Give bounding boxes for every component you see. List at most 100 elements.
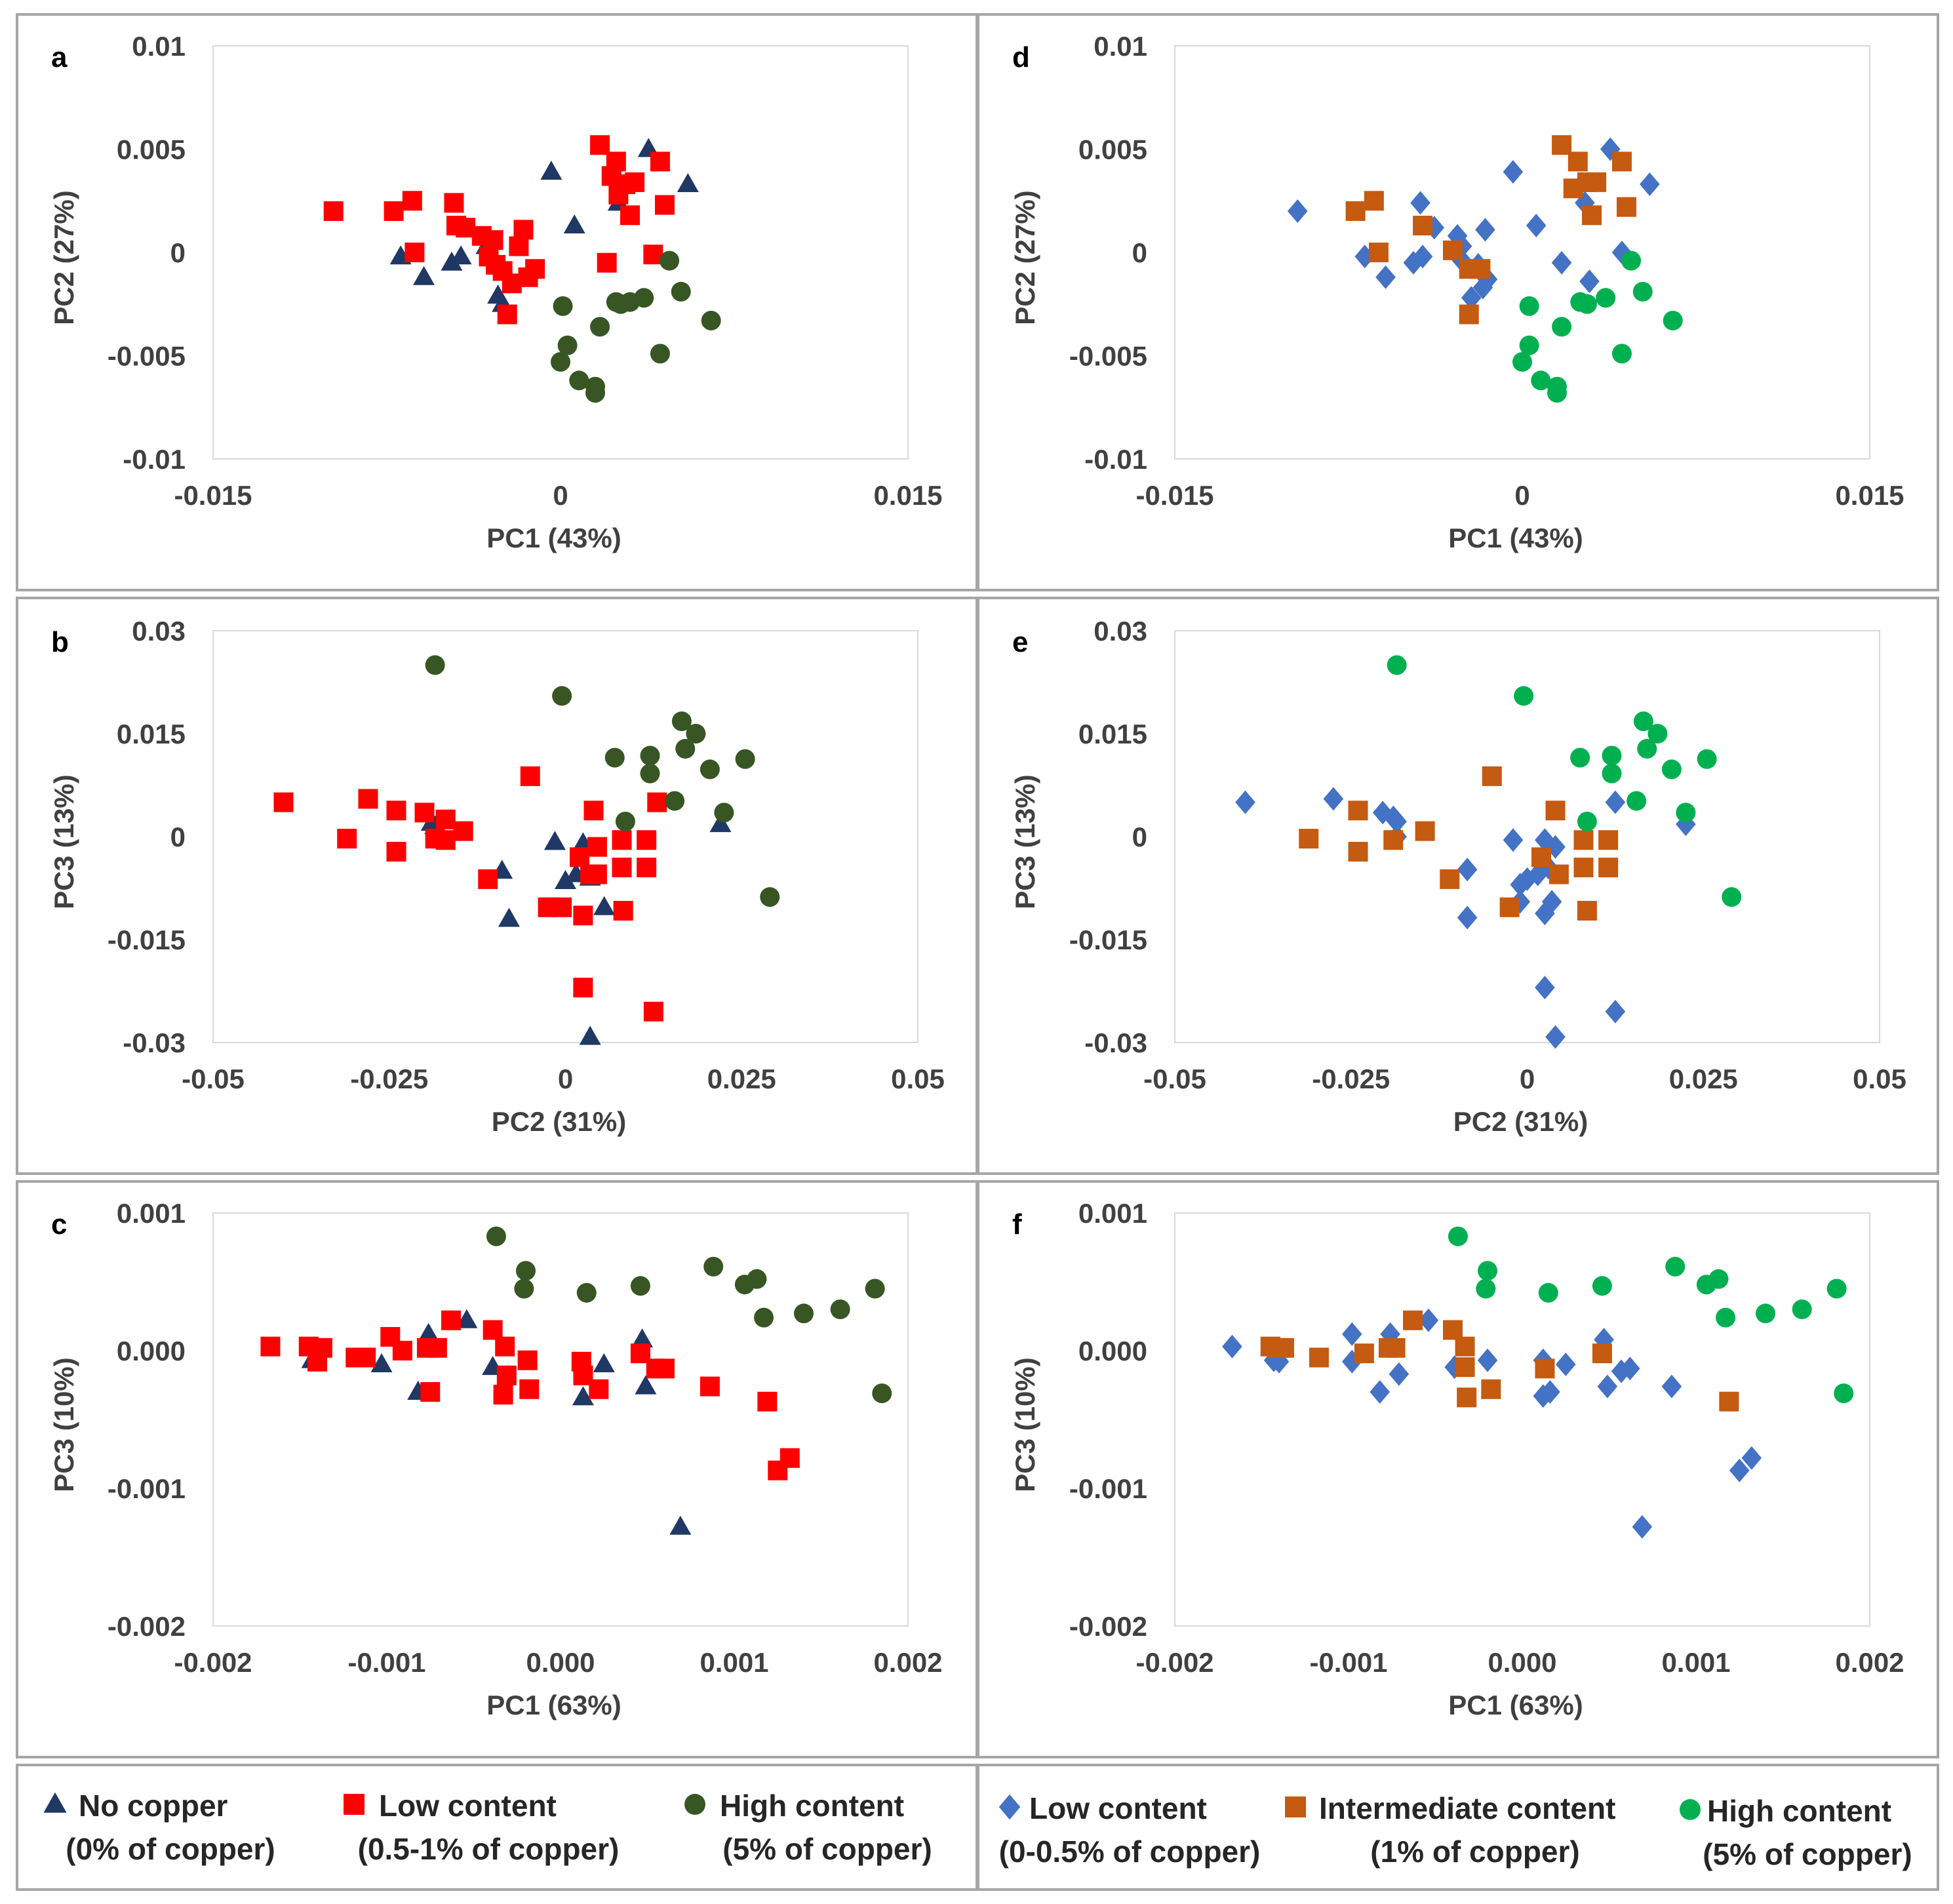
data-point-circle — [1756, 1303, 1775, 1324]
panel-c: -0.002 -0.001 0.000 0.001 -0.002 -0.001 0.000 0… — [16, 1180, 978, 1758]
data-point-circle — [634, 288, 654, 308]
y-tick-label: 0.000 — [117, 1336, 186, 1366]
series-low-content — [1235, 787, 1696, 1049]
data-point-square — [1385, 1338, 1406, 1358]
data-point-circle — [1531, 370, 1551, 391]
series-high-content — [1387, 655, 1742, 907]
data-point-square — [1274, 1338, 1294, 1358]
legend-marker-square — [1285, 1796, 1306, 1817]
data-point-circle — [830, 1299, 850, 1319]
data-point-triangle — [498, 907, 520, 927]
legend-item-left-high: High content (5% of copper) — [684, 1789, 932, 1866]
data-point-square — [1587, 172, 1607, 192]
y-tick-label: 0.01 — [1094, 31, 1147, 62]
x-axis-title: PC1 (63%) — [1448, 1690, 1583, 1720]
y-tick-label: -0.03 — [123, 1027, 186, 1058]
data-point-circle — [794, 1303, 814, 1324]
legend-item-right-intermediate: Intermediate content (1% of copper) — [1285, 1791, 1615, 1869]
data-point-circle — [872, 1383, 892, 1404]
data-point-circle — [1627, 791, 1647, 811]
data-point-square — [1364, 191, 1384, 211]
data-point-circle — [660, 250, 680, 271]
y-tick-label: -0.01 — [1084, 444, 1147, 475]
data-point-circle — [516, 1261, 536, 1281]
data-point-circle — [1512, 351, 1532, 372]
data-point-square — [496, 1365, 517, 1385]
data-point-triangle — [441, 251, 463, 271]
y-tick-label: 0.03 — [1094, 616, 1147, 646]
data-point-diamond — [1475, 218, 1495, 242]
x-tick-label: -0.015 — [174, 480, 252, 511]
x-tick-label: 0.001 — [1661, 1647, 1730, 1678]
data-point-square — [1348, 842, 1368, 862]
y-tick-label: -0.015 — [108, 924, 186, 955]
series-intermediate-content — [1345, 135, 1636, 325]
series-intermediate-content — [1299, 766, 1619, 921]
data-point-square — [1582, 205, 1602, 226]
panel-frame — [977, 13, 1939, 591]
data-point-circle — [1663, 310, 1683, 330]
data-point-square — [1413, 216, 1433, 236]
data-point-square — [1482, 766, 1502, 786]
data-point-diamond — [1389, 1362, 1410, 1386]
data-point-square — [1598, 830, 1619, 850]
data-point-diamond — [1555, 1353, 1576, 1376]
data-point-triangle — [555, 869, 576, 890]
panel-letter: a — [51, 41, 68, 73]
data-point-circle — [714, 803, 734, 823]
data-point-diamond — [1594, 1328, 1614, 1352]
data-point-circle — [1538, 1282, 1558, 1303]
data-point-square — [587, 837, 607, 857]
legend-label: Low content — [1029, 1791, 1207, 1825]
data-point-diamond — [1611, 241, 1632, 264]
data-point-circle — [865, 1279, 885, 1299]
data-point-circle — [1647, 724, 1668, 744]
legend-label: Intermediate content — [1319, 1791, 1615, 1825]
data-point-diamond — [1632, 1515, 1653, 1539]
x-tick-label: 0.000 — [1488, 1647, 1556, 1678]
x-tick-label: 0 — [553, 480, 568, 511]
data-point-square — [620, 205, 640, 226]
data-point-square — [1403, 1310, 1423, 1330]
data-point-square — [435, 830, 456, 850]
data-point-diamond — [1457, 858, 1478, 882]
data-point-square — [493, 1385, 513, 1405]
data-point-square — [1545, 801, 1566, 821]
data-point-triangle — [593, 896, 616, 915]
data-point-circle — [665, 791, 685, 811]
data-point-square — [613, 901, 633, 921]
data-point-square — [520, 766, 540, 786]
legend-item-right-high: High content (5% of copper) — [1680, 1794, 1912, 1871]
x-tick-label: -0.05 — [182, 1063, 245, 1094]
legend-item-left-low: Low content (0.5-1% of copper) — [344, 1789, 619, 1866]
data-point-diamond — [1472, 275, 1493, 300]
data-point-circle — [553, 296, 573, 316]
data-point-square — [384, 201, 404, 221]
x-tick-label: 0.000 — [526, 1647, 595, 1678]
data-point-square — [1440, 869, 1460, 889]
series-intermediate-content — [1260, 1310, 1739, 1412]
data-point-square — [483, 1320, 503, 1340]
x-tick-label: 0.05 — [1853, 1063, 1906, 1094]
data-point-triangle — [669, 1515, 692, 1535]
y-tick-label: 0.001 — [117, 1198, 186, 1229]
data-point-square — [420, 1382, 441, 1402]
data-point-square — [312, 1338, 332, 1358]
data-point-square — [478, 869, 498, 889]
y-tick-label: 0.005 — [117, 134, 186, 165]
data-point-diamond — [1661, 1374, 1682, 1398]
panel-letter: b — [51, 626, 69, 658]
data-point-circle — [1621, 250, 1642, 271]
data-point-circle — [1611, 344, 1632, 364]
data-point-square — [1549, 864, 1569, 884]
plot-area — [1174, 45, 1870, 460]
data-point-circle — [1596, 288, 1616, 308]
data-point-diamond — [1640, 172, 1660, 197]
data-point-diamond — [1545, 1025, 1566, 1049]
legend-marker-circle — [1680, 1799, 1701, 1820]
data-point-diamond — [1541, 890, 1562, 914]
y-tick-label: 0.01 — [132, 31, 186, 62]
data-point-square — [441, 1310, 462, 1330]
series-high-content — [486, 1226, 892, 1404]
